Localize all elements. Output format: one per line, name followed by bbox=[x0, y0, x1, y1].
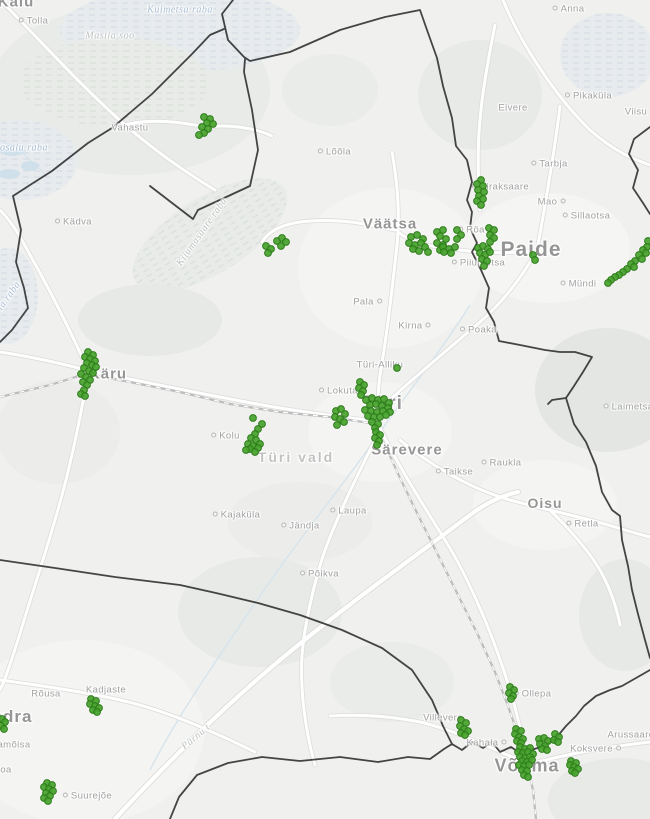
observation-point[interactable] bbox=[341, 410, 349, 418]
observation-point[interactable] bbox=[461, 731, 469, 739]
marker-cluster-vohma-east-small bbox=[550, 730, 563, 746]
observation-point[interactable] bbox=[642, 249, 650, 257]
observation-point[interactable] bbox=[258, 420, 266, 428]
marker-cluster-piiumetsa-a bbox=[439, 243, 459, 257]
marker-cluster-piiumetsa-b bbox=[474, 242, 494, 270]
marker-cluster-vohma-ne bbox=[535, 734, 552, 754]
marker-cluster-vohma-se bbox=[566, 757, 582, 777]
observation-point[interactable] bbox=[242, 446, 250, 454]
marker-cluster-loola-east bbox=[262, 234, 290, 257]
marker-cluster-turi-south bbox=[371, 428, 384, 449]
observation-point[interactable] bbox=[447, 249, 455, 257]
observation-point[interactable] bbox=[415, 247, 423, 255]
marker-cluster-villevere bbox=[456, 716, 472, 739]
marker-cluster-west-edge bbox=[0, 715, 9, 733]
observation-point[interactable] bbox=[393, 364, 401, 372]
marker-cluster-vaatsa-east-b bbox=[433, 226, 450, 254]
marker-cluster-ne-diagonal bbox=[604, 237, 650, 287]
observation-point[interactable] bbox=[373, 441, 381, 449]
marker-cluster-turi-neck bbox=[355, 378, 368, 399]
observation-point[interactable] bbox=[92, 363, 100, 371]
observation-point[interactable] bbox=[89, 369, 97, 377]
marker-cluster-vaatsa-east-c bbox=[453, 226, 465, 243]
marker-cluster-suurejoe bbox=[40, 779, 57, 805]
marker-cluster-ollepa bbox=[505, 683, 518, 703]
observation-point[interactable] bbox=[453, 235, 461, 243]
observation-point[interactable] bbox=[477, 201, 485, 209]
observation-point[interactable] bbox=[249, 414, 257, 422]
observation-point[interactable] bbox=[490, 226, 498, 234]
observation-point[interactable] bbox=[638, 255, 646, 263]
marker-cluster-turi-alliku bbox=[393, 364, 401, 372]
observation-point[interactable] bbox=[554, 738, 562, 746]
observation-point[interactable] bbox=[571, 769, 579, 777]
observation-point[interactable] bbox=[436, 232, 444, 240]
observation-point[interactable] bbox=[451, 243, 459, 251]
marker-cluster-turi-main bbox=[361, 394, 394, 432]
marker-cluster-vahastu bbox=[195, 113, 217, 139]
marker-cluster-paide bbox=[529, 251, 539, 264]
observation-point[interactable] bbox=[209, 120, 217, 128]
observation-point[interactable] bbox=[630, 263, 638, 271]
observation-point[interactable] bbox=[413, 231, 421, 239]
observation-point[interactable] bbox=[382, 411, 390, 419]
marker-cluster-kadjaste bbox=[86, 695, 103, 716]
observation-point[interactable] bbox=[531, 256, 539, 264]
observation-point[interactable] bbox=[44, 797, 52, 805]
observation-point[interactable] bbox=[486, 248, 494, 256]
observation-point[interactable] bbox=[282, 238, 290, 246]
river-lines bbox=[0, 139, 471, 771]
observation-point[interactable] bbox=[507, 695, 515, 703]
marker-cluster-karu bbox=[77, 348, 100, 400]
observation-point[interactable] bbox=[604, 279, 612, 287]
marker-cluster-turi-west bbox=[331, 405, 349, 429]
observation-point[interactable] bbox=[543, 746, 551, 754]
observation-point[interactable] bbox=[380, 395, 388, 403]
marker-cluster-roa bbox=[485, 224, 498, 246]
observation-point[interactable] bbox=[81, 392, 89, 400]
observation-point[interactable] bbox=[524, 773, 532, 781]
observation-point[interactable] bbox=[93, 708, 101, 716]
observation-point[interactable] bbox=[453, 226, 461, 234]
marker-cluster-viraksaare bbox=[473, 176, 488, 209]
observation-point[interactable] bbox=[277, 242, 285, 250]
observation-point[interactable] bbox=[357, 391, 365, 399]
observation-point[interactable] bbox=[486, 238, 494, 246]
observation-point[interactable] bbox=[264, 249, 272, 257]
observation-point[interactable] bbox=[442, 235, 450, 243]
observation-point[interactable] bbox=[195, 131, 203, 139]
observation-point[interactable] bbox=[440, 248, 448, 256]
observation-point[interactable] bbox=[340, 418, 348, 426]
marker-cluster-vaatsa-east-a bbox=[405, 231, 432, 256]
observation-point[interactable] bbox=[0, 725, 8, 733]
marker-cluster-vohma-main bbox=[514, 743, 537, 781]
observation-point[interactable] bbox=[424, 248, 432, 256]
observation-point[interactable] bbox=[251, 448, 259, 456]
observation-point[interactable] bbox=[480, 262, 488, 270]
observation-point[interactable] bbox=[439, 226, 447, 234]
observation-point[interactable] bbox=[333, 421, 341, 429]
marker-cluster-kolu-chain bbox=[242, 414, 266, 456]
observation-point[interactable] bbox=[337, 405, 345, 413]
marker-cluster-kahala bbox=[511, 725, 527, 747]
